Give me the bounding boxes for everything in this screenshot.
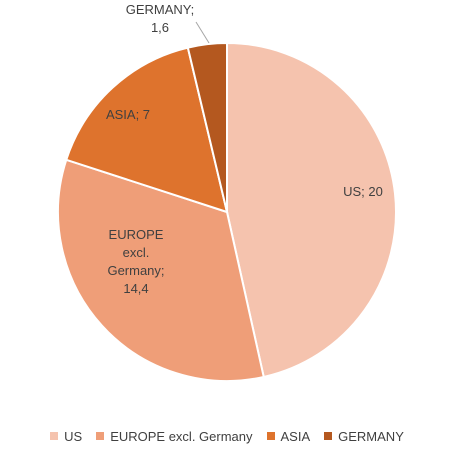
legend-label: US <box>64 428 83 444</box>
leader-line <box>195 21 210 44</box>
data-label: 1,6 <box>151 20 169 35</box>
data-label: ASIA; 7 <box>106 107 150 122</box>
legend-label: EUROPE excl. Germany <box>110 428 253 444</box>
legend-label: GERMANY <box>338 428 404 444</box>
legend-swatch <box>96 432 105 440</box>
legend-swatch <box>266 432 275 440</box>
pie-slice-europe-excl-germany <box>57 158 265 382</box>
data-label: GERMANY; <box>126 2 195 17</box>
legend-item: ASIA <box>266 428 311 444</box>
legend-swatch <box>50 432 59 440</box>
legend-swatch <box>324 432 333 440</box>
legend: US EUROPE excl. Germany ASIA GERMANY <box>0 428 454 444</box>
data-label: EUROPE <box>109 227 164 242</box>
legend-item: US <box>50 429 82 444</box>
data-label: 14,4 <box>123 281 148 296</box>
pie-slice-us <box>226 41 397 379</box>
pie-slice-asia <box>65 46 229 214</box>
data-label: Germany; <box>107 263 164 278</box>
data-label: US; 20 <box>343 184 383 199</box>
pie-slice-germany <box>186 41 228 213</box>
data-label: excl. <box>123 245 150 260</box>
legend-label: ASIA <box>280 428 311 444</box>
legend-item: GERMANY <box>324 429 404 444</box>
legend-item: EUROPE excl. Germany <box>96 428 253 444</box>
